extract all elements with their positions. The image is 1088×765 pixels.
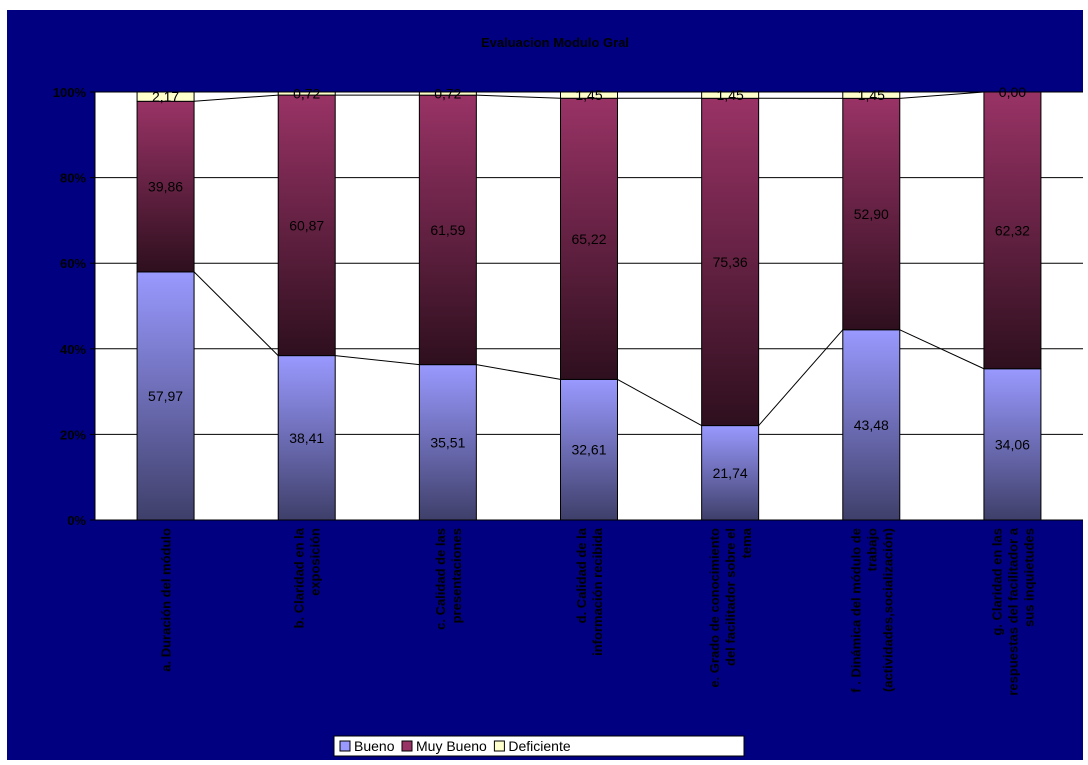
data-label: 2,17	[152, 89, 179, 105]
data-label: 62,32	[995, 222, 1030, 238]
x-category-label-line: presentaciones	[449, 528, 464, 623]
x-category-label-line: b. Claridad en la	[292, 527, 307, 628]
y-tick-label: 80%	[60, 171, 86, 186]
data-label: 32,61	[571, 442, 606, 458]
data-label: 1,45	[575, 87, 602, 103]
x-category-label-line: respuestas del facilitador a	[1005, 527, 1020, 695]
x-category-label-line: a. Duración del módulo	[159, 528, 174, 672]
data-label: 1,45	[717, 87, 744, 103]
data-label: 52,90	[854, 206, 889, 222]
x-category-label-line: d. Calidad de la	[574, 527, 589, 623]
x-category-label-line: c. Calidad de las	[433, 528, 448, 630]
data-label: 34,06	[995, 436, 1030, 452]
legend-label: Muy Bueno	[416, 738, 487, 754]
data-label: 0,72	[293, 86, 320, 102]
y-tick-label: 100%	[53, 85, 87, 100]
stacked-bar-chart: Evaluacion Modulo Gral 0% 20% 40% 60% 80% 100…	[7, 10, 1083, 760]
data-label: 35,51	[430, 434, 465, 450]
x-category-label-line: del facilitador sobre el	[723, 528, 738, 666]
legend-swatch	[340, 741, 350, 751]
y-tick-label: 40%	[60, 342, 86, 357]
data-label: 0,72	[434, 86, 461, 102]
legend-label: Bueno	[354, 738, 395, 754]
x-category-label-line: exposición	[308, 528, 323, 596]
y-tick-label: 60%	[60, 256, 86, 271]
legend-label: Deficiente	[508, 738, 570, 754]
data-label: 75,36	[713, 254, 748, 270]
x-category-label-line: sus inquietudes	[1021, 528, 1036, 627]
data-label: 39,86	[148, 179, 183, 195]
data-label: 1,45	[858, 87, 885, 103]
data-label: 60,87	[289, 217, 324, 233]
chart-container: Evaluacion Modulo Gral 0% 20% 40% 60% 80% 100…	[7, 10, 1083, 760]
data-label: 57,97	[148, 388, 183, 404]
data-label: 0,00	[999, 84, 1026, 100]
data-label: 65,22	[571, 231, 606, 247]
data-label: 61,59	[430, 222, 465, 238]
y-tick-label: 0%	[67, 513, 86, 528]
data-label: 43,48	[854, 417, 889, 433]
legend: Bueno Muy Bueno Deficiente	[334, 736, 744, 756]
y-tick-label: 20%	[60, 427, 86, 442]
x-category-label-line: trabajo	[864, 528, 879, 571]
x-category-label: a. Duración del módulo	[159, 528, 174, 672]
data-label: 38,41	[289, 430, 324, 446]
x-category-label-line: (actividades,socialización)	[880, 528, 895, 692]
chart-title: Evaluacion Modulo Gral	[481, 35, 629, 50]
x-category-label-line: información recibida	[590, 527, 605, 656]
x-category-label-line: g. Claridad en las	[989, 528, 1004, 636]
x-category-label-line: e. Grado de conocimiento	[707, 528, 722, 688]
x-category-label-line: f . Dinámica del módulo de	[848, 528, 863, 693]
x-category-label-line: tema	[739, 527, 754, 558]
legend-swatch	[402, 741, 412, 751]
legend-swatch	[494, 741, 504, 751]
data-label: 21,74	[713, 465, 748, 481]
